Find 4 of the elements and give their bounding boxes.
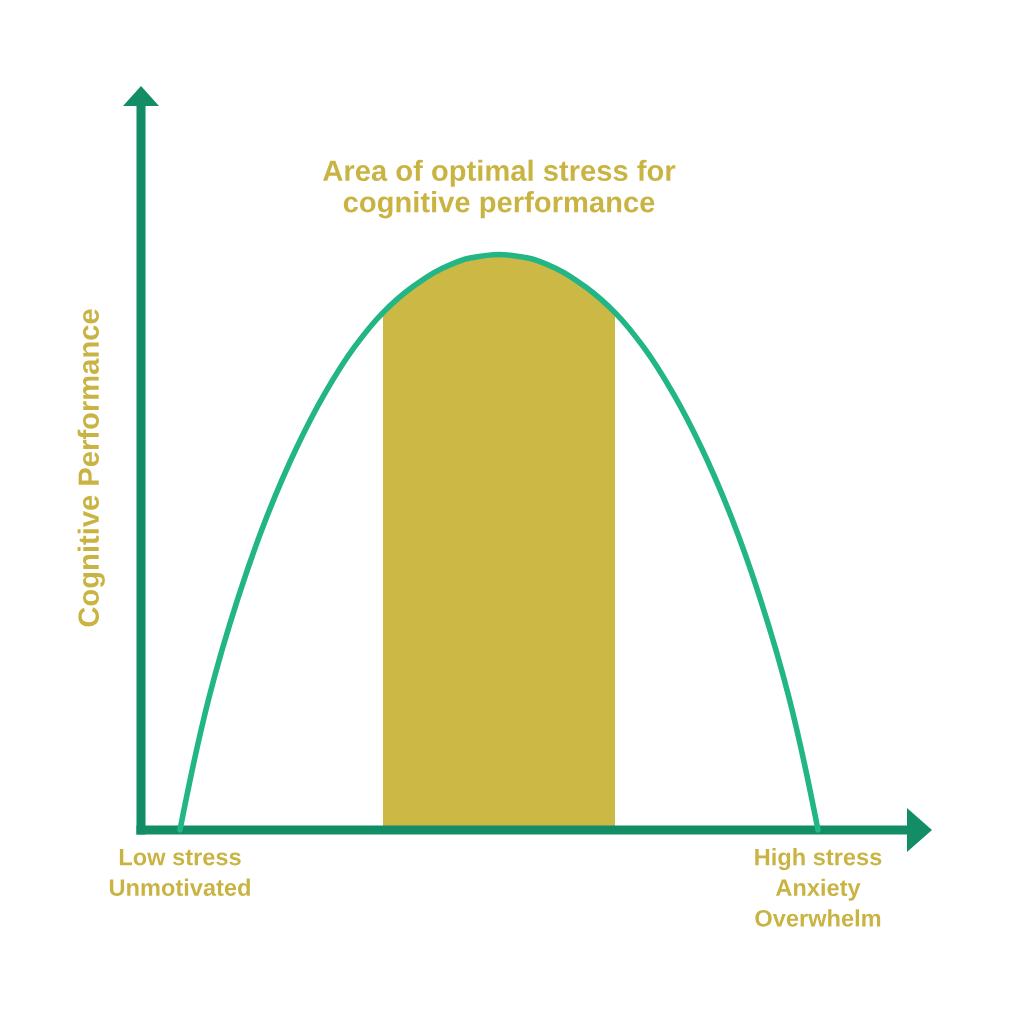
text: Area of optimal stress for cognitive performance <box>323 159 676 219</box>
x-tick-label: High stress Anxiety Overwhelm <box>755 848 882 927</box>
x-tick-label: Low stress Unmotivated <box>109 848 250 896</box>
y-axis-title: Cognitive Performance <box>77 309 105 627</box>
